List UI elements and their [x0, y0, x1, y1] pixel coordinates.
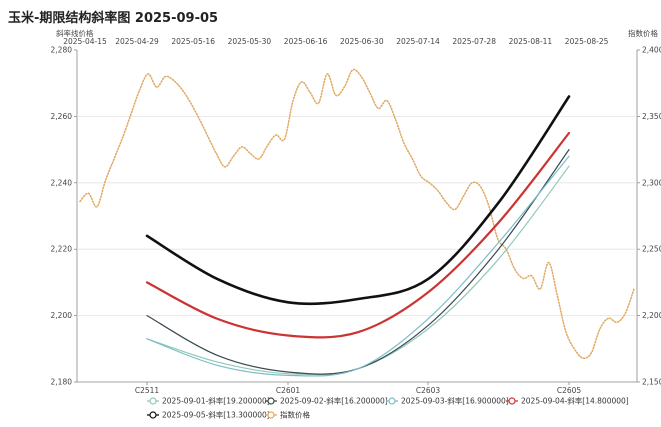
y-right-tick-label: 2,200	[642, 311, 661, 320]
x-top-tick-label: 2025-05-30	[228, 37, 272, 46]
legend-label: 2025-09-05-斜率[13.300000]	[162, 410, 270, 420]
legend-swatch-marker	[388, 397, 396, 405]
y-right-tick-label: 2,350	[642, 112, 661, 121]
series-line-3	[146, 155, 570, 377]
x-top-tick-label: 2025-04-29	[115, 37, 159, 46]
series-line-5	[145, 95, 571, 306]
series-line-2	[146, 149, 570, 375]
legend-swatch-marker	[267, 397, 275, 405]
x-top-tick-label: 2025-08-11	[509, 37, 553, 46]
y-right-tick-label: 2,150	[642, 378, 661, 387]
legend-swatch-marker	[149, 397, 157, 405]
y-left-tick-label: 2,280	[51, 46, 73, 55]
x-top-tick-label: 2025-08-25	[565, 37, 609, 46]
series-line-4	[145, 131, 571, 339]
chart-title: 玉米-期限结构斜率图 2025-09-05	[8, 11, 219, 26]
x-top-tick-label: 2025-07-28	[452, 37, 496, 46]
y-right-tick-label: 2,300	[642, 178, 661, 187]
y-left-tick-label: 2,180	[51, 378, 73, 387]
x-bottom-tick-label: C2511	[135, 386, 160, 395]
y-right-tick-label: 2,250	[642, 245, 661, 254]
legend-swatch-marker	[149, 411, 157, 419]
x-bottom-tick-label: C2601	[276, 386, 301, 395]
y-left-tick-label: 2,220	[51, 245, 73, 254]
y-left-tick-label: 2,240	[51, 178, 73, 187]
x-top-tick-label: 2025-07-14	[396, 37, 440, 46]
x-bottom-tick-label: C2603	[416, 386, 441, 395]
y-left-axis-label: 斜率线价格	[56, 28, 94, 38]
y-right-axis-label: 指数价格	[628, 28, 658, 38]
x-top-tick-label: 2025-05-16	[171, 37, 215, 46]
y-right-tick-label: 2,400	[642, 46, 661, 55]
y-left-tick-label: 2,200	[51, 311, 73, 320]
legend-label: 2025-09-01-斜率[19.200000]	[162, 396, 270, 406]
index-price-line	[79, 68, 635, 360]
legend-label: 指数价格	[280, 410, 310, 420]
x-bottom-tick-label: C2605	[557, 386, 582, 395]
x-top-tick-label: 2025-06-30	[340, 37, 384, 46]
x-top-tick-label: 2025-04-15	[63, 37, 107, 46]
legend-swatch-marker	[267, 411, 275, 419]
legend-label: 2025-09-04-斜率[14.800000]	[521, 396, 629, 406]
legend-swatch-marker	[508, 397, 516, 405]
x-top-tick-label: 2025-06-16	[284, 37, 328, 46]
series-line-1	[146, 165, 570, 376]
y-left-tick-label: 2,260	[51, 112, 73, 121]
legend-label: 2025-09-02-斜率[16.200000]	[280, 396, 388, 406]
legend-label: 2025-09-03-斜率[16.900000]	[401, 396, 509, 406]
